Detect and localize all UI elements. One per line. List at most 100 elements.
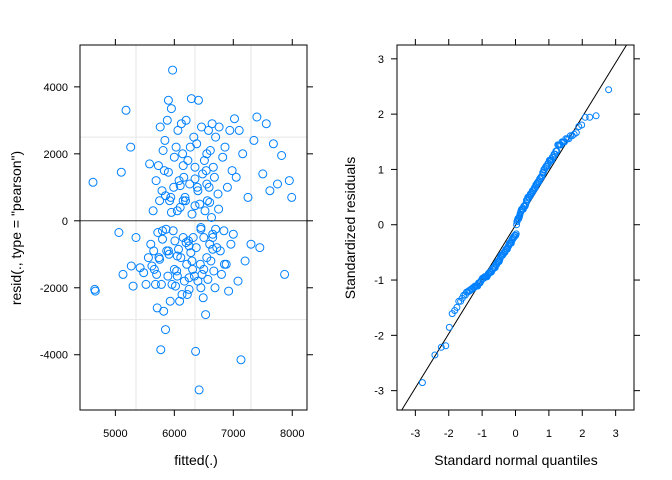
- p1-point: [159, 306, 169, 316]
- p2-x-axis-title: Standard normal quantiles: [434, 452, 597, 468]
- p1-point: [197, 269, 207, 279]
- p2-point: [581, 113, 589, 121]
- p1-tick-label-y4: 4000: [44, 82, 68, 94]
- p2-tick-label-x0: -3: [410, 428, 420, 440]
- p1-tick-label-y0: -4000: [40, 350, 68, 362]
- p1-point: [188, 233, 198, 242]
- p2-point: [592, 112, 600, 120]
- p1-point: [287, 192, 297, 202]
- p1-point: [171, 281, 180, 291]
- p1-point: [192, 182, 202, 192]
- p1-point: [169, 182, 179, 192]
- p2-tick-label-y1: -2: [374, 330, 384, 342]
- p1-point: [208, 244, 218, 254]
- p1-tick-label-y2: 0: [62, 216, 68, 228]
- p1-point: [155, 254, 165, 264]
- p1-point: [155, 122, 165, 132]
- p2-point: [512, 230, 520, 238]
- p1-point: [172, 251, 182, 261]
- p1-point: [202, 149, 212, 159]
- p1-point: [177, 290, 187, 299]
- p1-point: [199, 156, 209, 165]
- p1-point: [159, 166, 169, 176]
- p1-point: [228, 229, 238, 239]
- p2-point: [437, 343, 445, 351]
- p2-points: [418, 86, 613, 387]
- p1-point: [184, 284, 194, 294]
- p2-tick-label-y5: 2: [378, 109, 384, 121]
- p1-point: [156, 279, 166, 289]
- p2-point: [418, 379, 426, 387]
- p1-point: [208, 162, 218, 172]
- p1-point: [211, 132, 221, 142]
- p2-tick-label-x5: 2: [579, 428, 585, 440]
- p2-tick-label-x6: 3: [613, 428, 619, 440]
- p1-point: [161, 191, 170, 201]
- p1-point: [214, 122, 224, 132]
- p1-point: [190, 201, 200, 211]
- p1-point: [246, 239, 256, 249]
- p1-point: [176, 119, 186, 129]
- p1-point: [183, 156, 193, 165]
- p1-point: [161, 325, 170, 335]
- p1-point: [202, 196, 212, 206]
- p1-point: [193, 186, 203, 196]
- p1-point: [219, 226, 229, 236]
- p1-point: [151, 176, 161, 186]
- p1-point: [213, 189, 223, 199]
- p1-point: [88, 177, 98, 187]
- p1-point: [220, 259, 229, 269]
- p1-point: [151, 279, 160, 289]
- p1-point: [163, 246, 173, 256]
- p1-point: [175, 296, 185, 306]
- p1-point: [126, 261, 136, 271]
- p1-point: [190, 174, 200, 184]
- p1-point: [184, 241, 194, 251]
- p1-point: [90, 286, 100, 296]
- p1-point: [185, 179, 195, 189]
- p1-tick-label-x3: 8000: [280, 428, 304, 440]
- p1-point: [181, 238, 191, 248]
- p1-point: [163, 271, 173, 281]
- p1-gridlines: [80, 45, 307, 410]
- p1-point: [171, 142, 181, 152]
- p1-point: [268, 139, 278, 149]
- p1-point: [161, 224, 171, 234]
- p1-point: [153, 228, 163, 237]
- p1-point: [227, 166, 237, 176]
- p1-point: [182, 290, 192, 299]
- p1-point: [280, 269, 290, 279]
- p1-point: [201, 166, 211, 176]
- p1-point: [240, 256, 250, 266]
- p1-point: [233, 276, 243, 286]
- p1-point: [165, 296, 175, 306]
- p2-point: [445, 323, 453, 331]
- p1-point: [225, 125, 235, 135]
- p1-point: [181, 115, 191, 125]
- p2-point: [572, 129, 580, 137]
- p1-point: [149, 246, 159, 256]
- p1-point: [166, 192, 176, 202]
- p1-tick-label-y1: -2000: [40, 283, 68, 295]
- p1-point: [192, 139, 202, 149]
- p1-point: [179, 172, 189, 182]
- p1-points: [88, 65, 297, 395]
- p1-point: [261, 119, 271, 129]
- p1-point: [194, 95, 203, 105]
- p1-point: [265, 186, 275, 196]
- p1-point: [191, 243, 201, 253]
- p1-point: [205, 197, 215, 207]
- p1-point: [153, 161, 163, 171]
- p1-point: [170, 236, 180, 246]
- p1-point: [201, 310, 211, 320]
- p2-tick-label-y4: 1: [378, 164, 384, 176]
- p1-point: [196, 224, 206, 234]
- p1-point: [143, 253, 153, 263]
- p2-y-axis-title: Standardized residuals: [342, 157, 358, 299]
- p1-point: [156, 345, 166, 355]
- p1-point: [163, 167, 173, 177]
- p1-point: [243, 192, 253, 202]
- p1-point: [186, 248, 196, 258]
- p1-tick-label-x0: 5000: [103, 428, 127, 440]
- p1-point: [158, 234, 167, 244]
